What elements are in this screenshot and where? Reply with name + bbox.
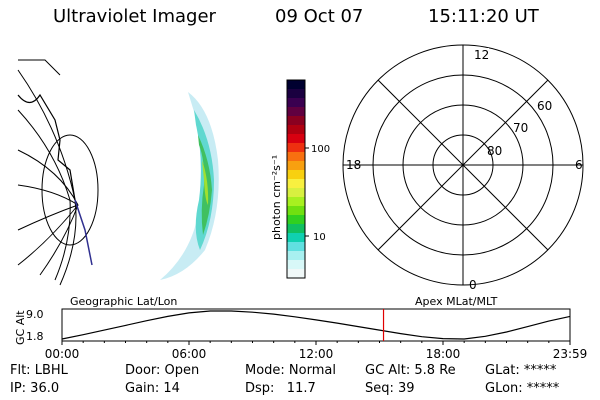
- mlt-label-6: 6: [575, 158, 583, 172]
- color-scale-segment: [287, 197, 305, 207]
- color-scale-segment: [287, 251, 305, 261]
- date-label: 09 Oct 07: [275, 6, 364, 27]
- glon-status: GLon: *****: [485, 381, 560, 396]
- x-tick-label: 12:00: [299, 347, 334, 361]
- mlt-label-0: 0: [469, 278, 477, 292]
- instrument-title: Ultraviolet Imager: [53, 6, 216, 27]
- color-scale-segment: [287, 116, 305, 126]
- color-scale-segment: [287, 80, 305, 90]
- altitude-ytick-low: 1.8: [26, 330, 44, 343]
- time-label: 15:11:20 UT: [428, 6, 539, 27]
- colorbar-tick-label-100: 100: [311, 144, 330, 155]
- color-scale-frame: [286, 79, 306, 279]
- color-scale-segment: [287, 98, 305, 108]
- mlt-label-12: 12: [474, 48, 489, 62]
- earth-limb-map: [17, 59, 99, 286]
- color-scale-segment: [287, 233, 305, 243]
- color-scale-segment: [287, 269, 305, 279]
- color-scale-segment: [287, 143, 305, 153]
- gc-alt-status: GC Alt: 5.8 Re: [365, 363, 456, 378]
- x-tick-label: 00:00: [45, 347, 80, 361]
- color-scale-segment: [287, 224, 305, 234]
- color-scale-segment: [287, 179, 305, 189]
- mlt-label-18: 18: [346, 158, 361, 172]
- color-scale-segment: [287, 89, 305, 99]
- colorbar-unit-label: photon cm⁻²s⁻¹: [270, 155, 283, 240]
- apex-caption: Apex MLat/MLT: [415, 295, 498, 308]
- x-tick-label: 18:00: [426, 347, 461, 361]
- door-status: Door: Open: [125, 363, 200, 378]
- color-scale-segment: [287, 260, 305, 270]
- altitude-x-ticks: 00:00 06:00 12:00 18:00 23:59: [45, 341, 588, 361]
- lat-label-60: 60: [537, 99, 552, 113]
- altitude-line: [61, 310, 571, 340]
- dsp-status: Dsp: 11.7: [245, 381, 316, 396]
- seq-status: Seq: 39: [365, 381, 415, 396]
- ip-status: IP: 36.0: [10, 381, 60, 396]
- color-scale-segment: [287, 215, 305, 225]
- color-scale-segment: [287, 161, 305, 171]
- lat-label-70: 70: [513, 121, 528, 135]
- geographic-caption: Geographic Lat/Lon: [70, 295, 177, 308]
- color-scale-segment: [287, 125, 305, 135]
- altitude-axis-label: GC Alt: [14, 310, 27, 345]
- altitude-series: [61, 309, 571, 341]
- color-scale-segment: [287, 170, 305, 180]
- colorbar-tick-label-10: 10: [313, 232, 326, 243]
- altitude-plot-frame: [61, 308, 571, 342]
- aurora-image: [160, 92, 219, 280]
- gain-status: Gain: 14: [125, 381, 180, 396]
- altitude-ytick-high: 9.0: [26, 308, 44, 321]
- color-scale-segment: [287, 242, 305, 252]
- color-scale-segment: [287, 134, 305, 144]
- color-scale-segment: [287, 206, 305, 216]
- lat-label-80: 80: [487, 144, 502, 158]
- x-tick-label: 23:59: [553, 347, 588, 361]
- flt-status: Flt: LBHL: [10, 363, 68, 378]
- color-scale-bar: [287, 80, 305, 279]
- polar-mlt-dial: [342, 44, 584, 286]
- x-tick-label: 06:00: [172, 347, 207, 361]
- color-scale-segment: [287, 152, 305, 162]
- color-scale-segment: [287, 188, 305, 198]
- color-scale-segment: [287, 107, 305, 117]
- mode-status: Mode: Normal: [245, 363, 336, 378]
- glat-status: GLat: *****: [485, 363, 557, 378]
- mlt-label-bg: [473, 48, 489, 62]
